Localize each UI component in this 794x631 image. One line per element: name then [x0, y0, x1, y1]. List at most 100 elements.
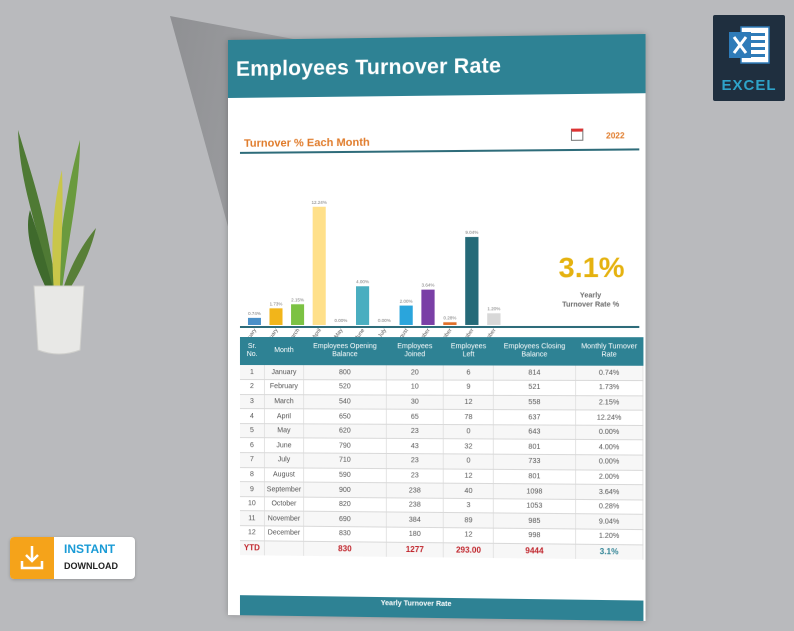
bar-value-label: 12.24% [312, 200, 327, 205]
cell-rate: 4.00% [575, 440, 643, 455]
cell-opening: 900 [304, 482, 387, 497]
bar-value-label: 9.04% [465, 230, 478, 235]
ytd-joined: 1277 [386, 542, 443, 557]
cell-sr-no: 4 [240, 409, 264, 424]
cell-sr-no: 12 [240, 526, 264, 541]
cell-rate: 1.20% [575, 529, 643, 545]
cell-joined: 23 [386, 454, 443, 469]
cell-joined: 43 [386, 439, 443, 454]
excel-badge: EXCEL [713, 15, 785, 101]
cell-rate: 12.24% [575, 410, 643, 425]
cell-rate: 0.00% [575, 425, 643, 440]
cell-sr-no: 10 [240, 496, 264, 511]
excel-icon [727, 23, 771, 67]
bar-november [465, 237, 478, 325]
title-banner: Employees Turnover Rate [228, 34, 646, 98]
cell-rate: 3.64% [575, 484, 643, 499]
cell-opening: 710 [304, 453, 387, 468]
cell-rate: 0.74% [575, 366, 643, 381]
cell-sr-no: 9 [240, 482, 264, 497]
cell-closing: 1053 [494, 499, 576, 515]
bar-september [421, 290, 434, 325]
cell-joined: 30 [386, 395, 443, 410]
header-joined: Employees Joined [386, 337, 443, 365]
cell-month: April [264, 409, 303, 424]
cell-joined: 23 [386, 424, 443, 439]
cell-month: September [264, 482, 303, 497]
header-sr-no: Sr. No. [240, 337, 264, 365]
cell-closing: 801 [494, 469, 576, 484]
cell-month: October [264, 497, 303, 512]
cell-opening: 790 [304, 438, 387, 453]
cell-month: August [264, 467, 303, 482]
header-month: Month [264, 337, 303, 365]
cell-joined: 65 [386, 409, 443, 424]
header-rate: Monthly Turnover Rate [575, 337, 643, 366]
cell-rate: 9.04% [575, 514, 643, 530]
cell-month: March [264, 394, 303, 409]
header-left: Employees Left [443, 337, 493, 365]
cell-rate: 0.00% [575, 455, 643, 470]
cell-left: 3 [443, 498, 493, 513]
bar-value-label: 0.00% [378, 318, 391, 323]
bar-value-label: 0.28% [443, 315, 456, 320]
bar-value-label: 4.00% [356, 279, 369, 284]
cell-left: 89 [443, 513, 493, 528]
cell-opening: 800 [304, 365, 387, 380]
cell-month: November [264, 511, 303, 526]
ytd-opening: 830 [304, 541, 387, 557]
cell-joined: 180 [386, 527, 443, 542]
ytd-rate: 3.1% [575, 544, 643, 560]
cell-closing: 801 [494, 439, 576, 454]
cell-left: 78 [443, 410, 493, 425]
cell-month: February [264, 380, 303, 395]
chart-title: Turnover % Each Month [244, 137, 370, 150]
bar-october [443, 322, 456, 325]
cell-opening: 690 [304, 512, 387, 527]
rate-caption-line1: Yearly [544, 291, 637, 300]
cell-sr-no: 11 [240, 511, 264, 526]
cell-sr-no: 5 [240, 423, 264, 438]
bar-march [291, 304, 304, 325]
bar-value-label: 2.00% [400, 298, 413, 303]
cell-opening: 830 [304, 526, 387, 542]
ytd-left: 293.00 [443, 542, 493, 557]
cell-closing: 814 [494, 365, 576, 380]
bar-june [356, 286, 369, 325]
bar-april [313, 207, 326, 325]
download-label: DOWNLOAD [64, 561, 118, 571]
cell-opening: 650 [304, 409, 387, 424]
ytd-empty [264, 541, 303, 556]
footer-label: Yearly Turnover Rate [381, 600, 452, 608]
bar-august [400, 306, 413, 325]
cell-left: 6 [443, 365, 493, 380]
cell-left: 12 [443, 528, 493, 543]
ytd-row: YTD 830 1277 293.00 9444 3.1% [240, 540, 643, 559]
header-opening: Employees Opening Balance [304, 337, 387, 365]
cell-closing: 643 [494, 425, 576, 440]
instant-download-badge: INSTANT DOWNLOAD [10, 537, 135, 579]
cell-month: June [264, 438, 303, 453]
cell-sr-no: 8 [240, 467, 264, 482]
cell-joined: 238 [386, 498, 443, 513]
cell-joined: 23 [386, 468, 443, 483]
cell-month: December [264, 526, 303, 541]
cell-rate: 2.15% [575, 395, 643, 410]
cell-closing: 1098 [494, 484, 576, 499]
excel-label: EXCEL [713, 77, 785, 94]
calendar-icon [571, 129, 583, 141]
ytd-label: YTD [240, 540, 264, 555]
cell-left: 9 [443, 380, 493, 395]
cell-closing: 521 [494, 380, 576, 395]
table-row: 2 February 520 10 9 521 1.73% [240, 380, 643, 396]
cell-rate: 2.00% [575, 470, 643, 485]
download-icon [10, 537, 54, 579]
cell-month: July [264, 453, 303, 468]
plant-image [10, 110, 100, 360]
turnover-table: Sr. No. Month Employees Opening Balance … [240, 337, 643, 559]
cell-sr-no: 3 [240, 394, 264, 409]
cell-opening: 590 [304, 468, 387, 483]
table-row: 3 March 540 30 12 558 2.15% [240, 394, 643, 410]
cell-sr-no: 1 [240, 365, 264, 380]
cell-closing: 998 [494, 528, 576, 544]
